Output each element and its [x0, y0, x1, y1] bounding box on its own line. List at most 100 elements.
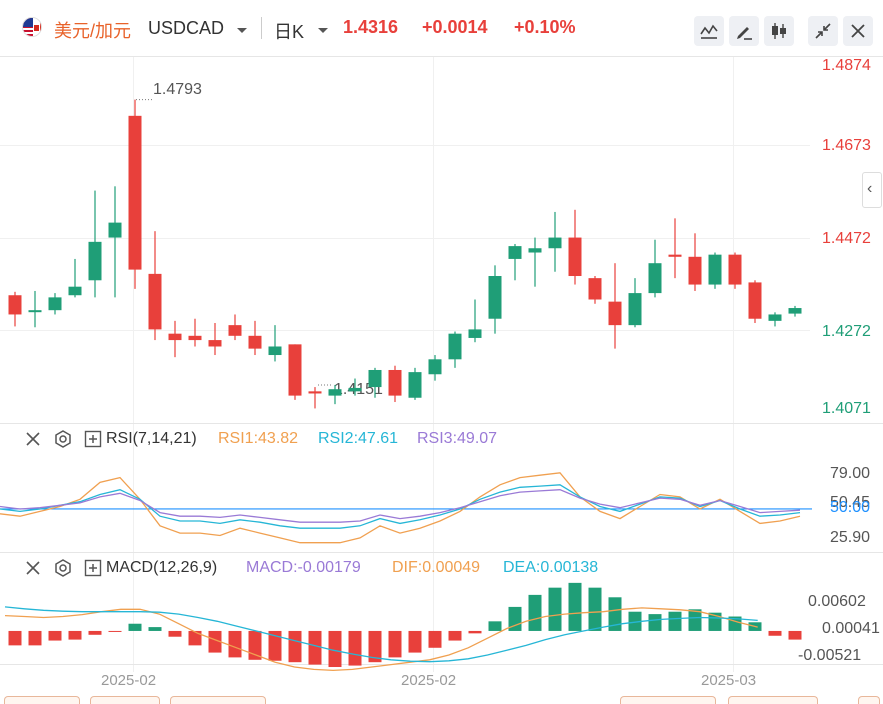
rsi-add-icon[interactable]	[84, 430, 102, 448]
macd-bar	[368, 630, 382, 663]
price-change: +0.0014	[422, 17, 488, 37]
grid-line	[133, 56, 134, 672]
candle-body	[288, 344, 302, 396]
macd-bar	[348, 630, 362, 666]
macd-title: MACD(12,26,9)	[106, 559, 218, 576]
close-icon	[851, 24, 865, 38]
dif-value: DIF:0.00049	[392, 559, 481, 576]
chart-toolbar: 美元/加元 USDCAD 日K 1.4316 +0.0014 +0.10%	[0, 0, 883, 56]
close-button[interactable]	[843, 16, 873, 46]
pane-divider	[0, 664, 883, 665]
bottom-tab[interactable]	[170, 696, 266, 704]
x-axis-label: 2025-02	[101, 672, 157, 689]
dif-line	[4, 607, 758, 672]
candle-body	[268, 346, 282, 356]
usd-cad-flag-icon	[22, 17, 42, 37]
macd-bar	[288, 630, 302, 663]
macd-bar	[88, 630, 102, 635]
candle-body	[208, 340, 222, 347]
rsi-axis-overlap-label: 50.45	[830, 494, 871, 511]
macd-bar	[648, 614, 662, 631]
grid-line	[733, 56, 734, 672]
macd-bar	[428, 630, 442, 648]
macd-axis-label: 0.00602	[808, 593, 866, 610]
rsi-title: RSI(7,14,21)	[106, 430, 197, 447]
macd-axis-label: -0.00521	[798, 647, 862, 664]
rsi-axis-label: 50.00	[830, 499, 871, 516]
macd-bar	[148, 627, 162, 631]
grid-line	[0, 145, 810, 146]
rsi-close-icon[interactable]	[24, 430, 42, 448]
macd-bar	[108, 630, 122, 632]
pair-code[interactable]: USDCAD	[148, 18, 225, 38]
macd-add-icon[interactable]	[84, 559, 102, 577]
candle-body	[488, 276, 502, 319]
macd-bar	[768, 630, 782, 636]
macd-bar	[268, 630, 282, 661]
rsi1-line	[0, 472, 801, 544]
candle-body	[368, 369, 382, 388]
candle-body	[608, 301, 622, 326]
bottom-tab[interactable]	[620, 696, 716, 704]
macd-bar	[208, 630, 222, 653]
price-axis-label: 1.4673	[822, 137, 871, 154]
last-price: 1.4316	[343, 17, 399, 37]
macd-bar	[128, 623, 142, 631]
price-axis-label: 1.4272	[822, 323, 871, 340]
period-selector[interactable]: 日K	[274, 22, 305, 42]
macd-bar	[488, 621, 502, 631]
candle-type-icon	[772, 23, 786, 39]
draw-button[interactable]	[729, 16, 759, 46]
candle-body	[548, 237, 562, 249]
macd-close-icon[interactable]	[24, 559, 42, 577]
candle-body	[688, 256, 702, 285]
draw-icon	[737, 27, 752, 40]
collapse-panel-button[interactable]: ‹	[862, 172, 882, 208]
macd-axis-label: 0.00041	[822, 620, 880, 637]
macd-bar	[308, 630, 322, 665]
candle-body	[768, 314, 782, 321]
x-axis-label: 2025-02	[401, 672, 457, 689]
candle-body	[728, 254, 742, 285]
candle-body	[588, 278, 602, 300]
bottom-tab[interactable]	[90, 696, 160, 704]
pair-dropdown-chevron-down-icon[interactable]	[237, 28, 247, 33]
candle-body	[428, 359, 442, 375]
dea-line	[4, 606, 758, 663]
macd-settings-gear-icon[interactable]	[54, 559, 72, 577]
candle-body	[48, 297, 62, 311]
line-chart-button[interactable]	[694, 16, 724, 46]
shrink-button[interactable]	[808, 16, 838, 46]
bottom-tab[interactable]	[4, 696, 80, 704]
bottom-tab[interactable]	[858, 696, 880, 704]
macd-bar	[168, 630, 182, 637]
candle-body	[748, 282, 762, 319]
candle-body	[228, 325, 242, 336]
pane-divider	[0, 56, 883, 57]
candle-body	[468, 329, 482, 338]
bottom-tab[interactable]	[728, 696, 818, 704]
candle-body	[28, 310, 42, 313]
macd-bar	[188, 630, 202, 646]
macd-bar	[228, 630, 242, 658]
candle-type-button[interactable]	[764, 16, 794, 46]
candle-body	[188, 335, 202, 341]
grid-line	[0, 330, 810, 331]
candle-body	[68, 286, 82, 296]
price-axis-label: 1.4472	[822, 230, 871, 247]
high-price-label: 1.4793	[153, 81, 202, 98]
candle-body	[648, 263, 662, 294]
macd-bar	[588, 587, 602, 631]
pair-name[interactable]: 美元/加元	[54, 21, 132, 41]
candle-body	[308, 391, 322, 394]
price-axis-label: 1.4071	[822, 400, 871, 417]
rsi-settings-gear-icon[interactable]	[54, 430, 72, 448]
rsi2-value: RSI2:47.61	[318, 430, 399, 447]
period-dropdown-chevron-down-icon[interactable]	[318, 28, 328, 33]
macd-bar	[668, 611, 682, 631]
candle-body	[88, 241, 102, 281]
macd-bar	[688, 609, 702, 631]
macd-bar	[328, 630, 342, 668]
macd-bar	[388, 630, 402, 658]
